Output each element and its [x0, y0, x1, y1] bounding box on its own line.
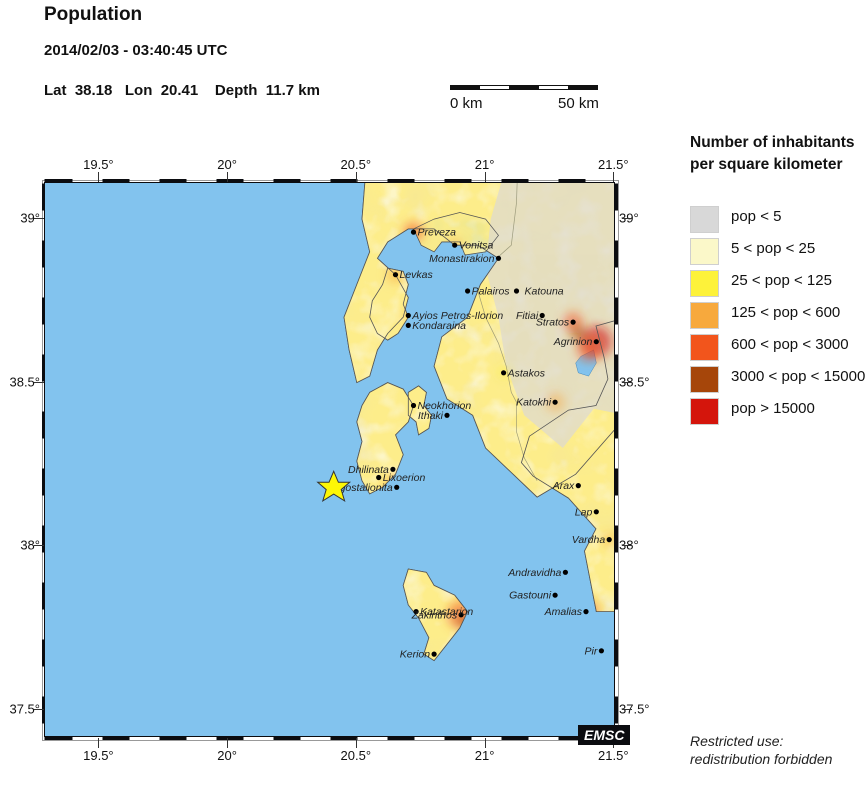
svg-text:Zakinthos: Zakinthos: [411, 609, 458, 621]
svg-text:Palairos: Palairos: [472, 286, 511, 298]
svg-text:Arax: Arax: [552, 480, 575, 492]
svg-text:Vardha: Vardha: [572, 534, 606, 546]
svg-text:Ithaki: Ithaki: [418, 410, 444, 422]
svg-text:Agrinion: Agrinion: [553, 336, 593, 348]
svg-text:Andravidha: Andravidha: [507, 567, 561, 579]
svg-text:Katokhi: Katokhi: [516, 397, 552, 409]
svg-text:Monastirakion: Monastirakion: [429, 253, 495, 265]
svg-text:Astakos: Astakos: [507, 367, 546, 379]
svg-text:Amalias: Amalias: [544, 606, 583, 618]
svg-text:Lap: Lap: [575, 506, 593, 518]
svg-text:Levkas: Levkas: [400, 269, 434, 281]
svg-text:Gastouni: Gastouni: [509, 590, 552, 602]
svg-text:Stratos: Stratos: [536, 317, 570, 329]
svg-text:Pir: Pir: [585, 645, 598, 657]
svg-text:Preveza: Preveza: [418, 227, 457, 239]
svg-text:Katouna: Katouna: [525, 286, 564, 298]
svg-text:Kondaraina: Kondaraina: [412, 320, 466, 332]
svg-text:Vonitsa: Vonitsa: [459, 240, 494, 252]
svg-text:Kerion: Kerion: [400, 649, 431, 661]
